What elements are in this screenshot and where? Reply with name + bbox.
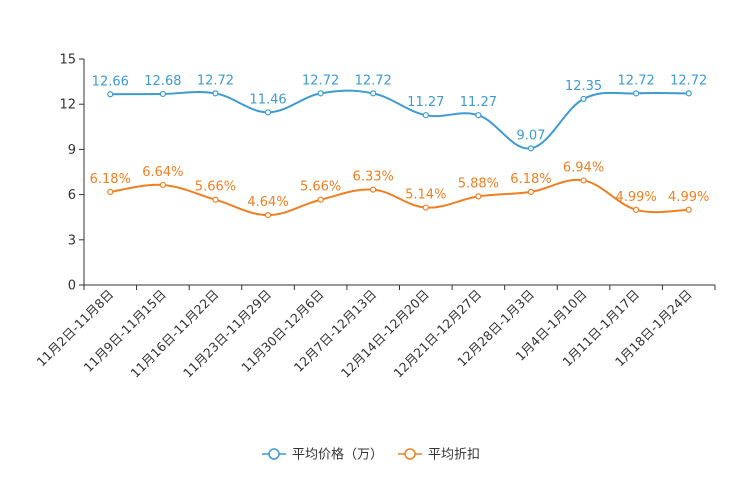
series-1: [107, 89, 692, 152]
data-label: 4.99%: [615, 190, 656, 205]
data-point: [264, 109, 272, 116]
data-point: [317, 90, 324, 97]
data-point: [527, 188, 535, 195]
series-line: [110, 89, 689, 150]
data-point: [370, 186, 377, 193]
data-label: 6.94%: [563, 160, 604, 175]
data-label: 6.18%: [90, 172, 131, 187]
data-point: [317, 196, 324, 203]
data-point: [633, 206, 640, 213]
data-label: 12.72: [302, 73, 339, 88]
data-point: [633, 90, 640, 97]
data-label: 11.27: [407, 95, 444, 110]
y-tick-label: 6: [68, 188, 76, 203]
legend-label: 平均折扣: [428, 448, 480, 463]
data-point: [685, 90, 692, 97]
data-point: [580, 95, 587, 103]
data-label: 12.72: [197, 73, 234, 88]
data-label: 4.99%: [668, 190, 709, 205]
legend-marker: [268, 448, 280, 460]
series-line: [110, 178, 689, 217]
x-tick-label: 12月21日-12月27日: [390, 287, 484, 381]
axes: 0369121511月2日-11月8日11月9日-11月15日11月16日-11…: [34, 53, 716, 381]
data-label: 5.66%: [195, 180, 236, 195]
data-label: 5.14%: [405, 188, 446, 203]
data-point: [475, 112, 482, 119]
data-label: 12.72: [355, 73, 392, 88]
data-label: 12.66: [92, 74, 129, 89]
data-point: [527, 145, 535, 152]
data-label: 4.64%: [247, 195, 288, 210]
series-2: [107, 177, 692, 219]
data-point: [159, 90, 166, 98]
legend-item-2[interactable]: 平均折扣: [398, 448, 480, 463]
y-tick-label: 0: [68, 279, 76, 294]
legend[interactable]: 平均价格（万） 平均折扣: [262, 447, 480, 463]
data-point: [422, 112, 429, 119]
data-point: [264, 211, 272, 219]
data-label: 6.18%: [510, 172, 551, 187]
data-point: [107, 188, 114, 195]
y-tick-label: 15: [59, 53, 76, 68]
data-label: 12.72: [618, 73, 655, 88]
legend-label: 平均价格（万）: [292, 447, 383, 463]
y-tick-label: 12: [59, 98, 76, 113]
data-label: 6.64%: [142, 165, 183, 180]
series-layer: [107, 89, 692, 219]
data-labels: 12.66 12.68 12.72 11.46 12.72 12.72 11.27 11.27…: [90, 73, 710, 210]
data-label: 12.35: [565, 79, 602, 94]
y-tick-label: 3: [68, 233, 76, 248]
x-tick-label: 11月23日-11月29日: [180, 287, 274, 381]
x-tick-label: 12月14日-12月20日: [338, 287, 432, 381]
data-label: 6.33%: [353, 170, 394, 185]
data-point: [370, 90, 377, 97]
data-label: 12.68: [144, 74, 181, 89]
data-label: 11.27: [460, 95, 497, 110]
data-point: [107, 91, 114, 98]
data-label: 12.72: [670, 73, 707, 88]
data-label: 11.46: [249, 92, 286, 107]
data-label: 5.88%: [458, 176, 499, 191]
x-tick-label: 11月16日-11月22日: [127, 287, 221, 381]
y-tick-label: 9: [68, 143, 76, 158]
data-point: [212, 196, 219, 203]
data-point: [422, 204, 429, 211]
legend-item-1[interactable]: 平均价格（万）: [262, 447, 383, 463]
data-label: 5.66%: [300, 180, 341, 195]
data-point: [212, 90, 219, 97]
data-label: 9.07: [516, 128, 545, 143]
legend-marker: [404, 448, 416, 460]
data-point: [159, 181, 166, 189]
data-point: [580, 177, 587, 184]
data-point: [475, 193, 482, 200]
data-point: [685, 206, 692, 213]
